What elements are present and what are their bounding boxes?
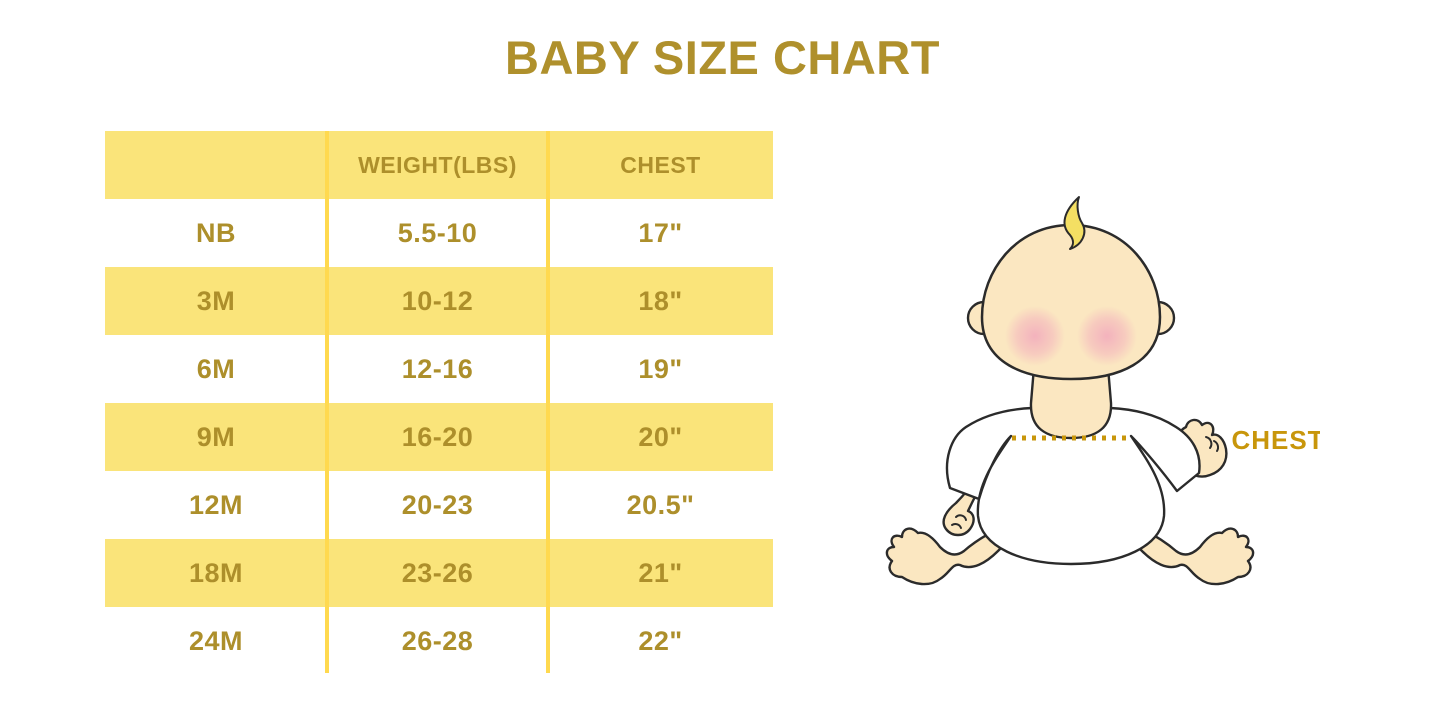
table-row: 3M 10-12 18" — [105, 267, 773, 335]
baby-illustration: CHEST — [885, 196, 1320, 586]
baby-right-cheek — [1077, 306, 1137, 366]
weight-cell: 23-26 — [401, 557, 474, 588]
baby-left-hand-fingers — [951, 514, 967, 529]
table-row: NB 5.5-10 17" — [105, 199, 773, 267]
size-table: WEIGHT(LBS) CHEST NB 5.5-10 17" 3M 10-12… — [105, 131, 773, 675]
chest-cell: 22" — [638, 625, 683, 656]
chest-cell: 21" — [638, 557, 683, 588]
header-chest-cell: CHEST — [620, 151, 701, 178]
baby-right-hand-fingers — [1205, 436, 1220, 452]
baby-neck — [1029, 365, 1113, 440]
table-row: 18M 23-26 21" — [105, 539, 773, 607]
weight-cell: 5.5-10 — [397, 217, 478, 248]
size-cell: 6M — [196, 353, 236, 384]
table-row: 12M 20-23 20.5" — [105, 471, 773, 539]
chest-cell: 18" — [638, 285, 683, 316]
size-cell: 9M — [196, 421, 236, 452]
column-divider-1 — [325, 131, 329, 673]
chest-cell: 19" — [638, 353, 683, 384]
baby-hair-curl — [1063, 196, 1086, 250]
weight-cell: 20-23 — [401, 489, 474, 520]
weight-cell: 12-16 — [401, 353, 474, 384]
size-cell: NB — [196, 217, 236, 248]
header-weight-cell: WEIGHT(LBS) — [358, 151, 517, 178]
page-title: BABY SIZE CHART — [505, 31, 940, 84]
size-cell: 18M — [188, 557, 244, 588]
chest-cell: 20.5" — [626, 489, 695, 520]
chest-cell: 20" — [638, 421, 683, 452]
table-row: 6M 12-16 19" — [105, 335, 773, 403]
weight-cell: 26-28 — [401, 625, 474, 656]
baby-left-cheek — [1005, 306, 1065, 366]
column-divider-2 — [546, 131, 550, 673]
table-row: 24M 26-28 22" — [105, 607, 773, 675]
chest-label: CHEST — [1231, 425, 1320, 455]
baby-shirt — [945, 406, 1201, 566]
size-cell: 3M — [196, 285, 236, 316]
table-header-row: WEIGHT(LBS) CHEST — [105, 131, 773, 199]
table-row: 9M 16-20 20" — [105, 403, 773, 471]
weight-cell: 10-12 — [401, 285, 474, 316]
size-cell: 24M — [188, 625, 244, 656]
chest-cell: 17" — [638, 217, 683, 248]
size-cell: 12M — [188, 489, 244, 520]
weight-cell: 16-20 — [401, 421, 474, 452]
